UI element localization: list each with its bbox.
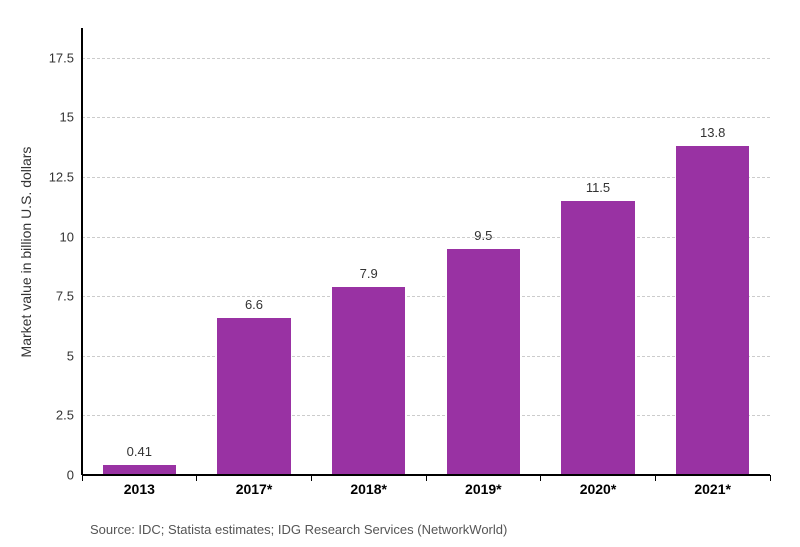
x-axis-line <box>82 474 770 476</box>
bar: 11.5 <box>561 201 634 475</box>
x-tick-mark <box>196 475 197 481</box>
x-tick-label: 2020* <box>580 475 617 497</box>
bar-value-label: 9.5 <box>474 228 492 249</box>
x-tick-mark <box>540 475 541 481</box>
x-tick-label: 2013 <box>124 475 155 497</box>
bar-value-label: 13.8 <box>700 125 725 146</box>
y-tick-label: 5 <box>67 348 82 363</box>
x-tick-mark <box>655 475 656 481</box>
gridline <box>82 177 770 178</box>
x-tick-label: 2021* <box>694 475 731 497</box>
x-tick-mark <box>82 475 83 481</box>
y-tick-label: 10 <box>60 229 82 244</box>
y-axis-line <box>81 28 83 475</box>
gridline <box>82 415 770 416</box>
x-tick-mark <box>311 475 312 481</box>
y-tick-label: 0 <box>67 468 82 483</box>
bar-value-label: 6.6 <box>245 297 263 318</box>
bar: 13.8 <box>676 146 749 475</box>
gridline <box>82 58 770 59</box>
x-tick-mark <box>770 475 771 481</box>
bar-value-label: 0.41 <box>127 444 152 465</box>
market-value-bar-chart: 02.557.51012.51517.50.4120136.62017*7.92… <box>0 0 800 547</box>
gridline <box>82 356 770 357</box>
plot-area: 02.557.51012.51517.50.4120136.62017*7.92… <box>82 28 770 475</box>
source-note: Source: IDC; Statista estimates; IDG Res… <box>90 522 507 537</box>
gridline <box>82 117 770 118</box>
y-tick-label: 17.5 <box>49 50 82 65</box>
bar: 7.9 <box>332 287 405 475</box>
y-axis-title: Market value in billion U.S. dollars <box>18 146 34 357</box>
y-tick-label: 15 <box>60 110 82 125</box>
bar-value-label: 11.5 <box>586 180 610 201</box>
x-tick-mark <box>426 475 427 481</box>
bar: 6.6 <box>217 318 290 475</box>
gridline <box>82 237 770 238</box>
y-tick-label: 7.5 <box>56 289 82 304</box>
bar: 9.5 <box>447 249 520 475</box>
x-tick-label: 2017* <box>236 475 273 497</box>
y-tick-label: 2.5 <box>56 408 82 423</box>
x-tick-label: 2018* <box>350 475 387 497</box>
y-tick-label: 12.5 <box>49 170 82 185</box>
x-tick-label: 2019* <box>465 475 502 497</box>
bar-value-label: 7.9 <box>360 266 378 287</box>
gridline <box>82 296 770 297</box>
